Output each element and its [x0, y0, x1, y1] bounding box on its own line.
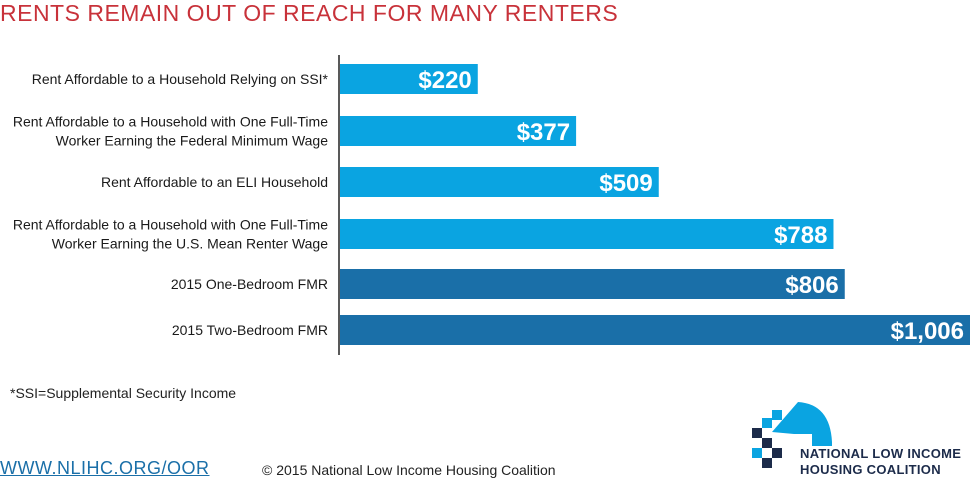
logo-line-1: NATIONAL LOW INCOME [800, 446, 962, 461]
chart-title: RENTS REMAIN OUT OF REACH FOR MANY RENTE… [0, 0, 619, 26]
category-label-3-1: Worker Earning the U.S. Mean Renter Wage [52, 236, 328, 252]
category-label-2-0: Rent Affordable to an ELI Household [101, 174, 328, 190]
bar-value-label-4: $806 [785, 272, 838, 299]
bar-value-label-2: $509 [599, 170, 652, 197]
logo-text: NATIONAL LOW INCOME HOUSING COALITION [800, 446, 961, 478]
bar-value-label-0: $220 [418, 67, 471, 94]
website-link[interactable]: WWW.NLIHC.ORG/OOR [0, 458, 210, 478]
nlihc-logo-icon [752, 402, 832, 468]
category-label-1-0: Rent Affordable to a Household with One … [13, 114, 328, 130]
logo-line-2: HOUSING COALITION [800, 462, 941, 477]
bar-1 [340, 116, 577, 146]
bar-0 [340, 64, 478, 94]
copyright-text: © 2015 National Low Income Housing Coali… [262, 462, 556, 478]
category-label-5-0: 2015 Two-Bedroom FMR [172, 322, 328, 338]
category-label-1-1: Worker Earning the Federal Minimum Wage [56, 133, 329, 149]
bar-value-label-3: $788 [774, 222, 827, 249]
category-label-3-0: Rent Affordable to a Household with One … [13, 217, 328, 233]
bar-chart: $220 Rent Affordable to a Household Relyi… [13, 55, 970, 355]
bar-value-label-1: $377 [517, 119, 570, 146]
bar-4 [340, 269, 845, 299]
category-label-4-0: 2015 One-Bedroom FMR [171, 276, 328, 292]
category-label-0-0: Rent Affordable to a Household Relying o… [32, 71, 329, 87]
footnote: *SSI=Supplemental Security Income [10, 385, 237, 401]
bar-3 [340, 219, 834, 249]
bar-2 [340, 167, 659, 197]
bar-5 [340, 315, 970, 345]
bar-value-label-5: $1,006 [891, 318, 964, 345]
